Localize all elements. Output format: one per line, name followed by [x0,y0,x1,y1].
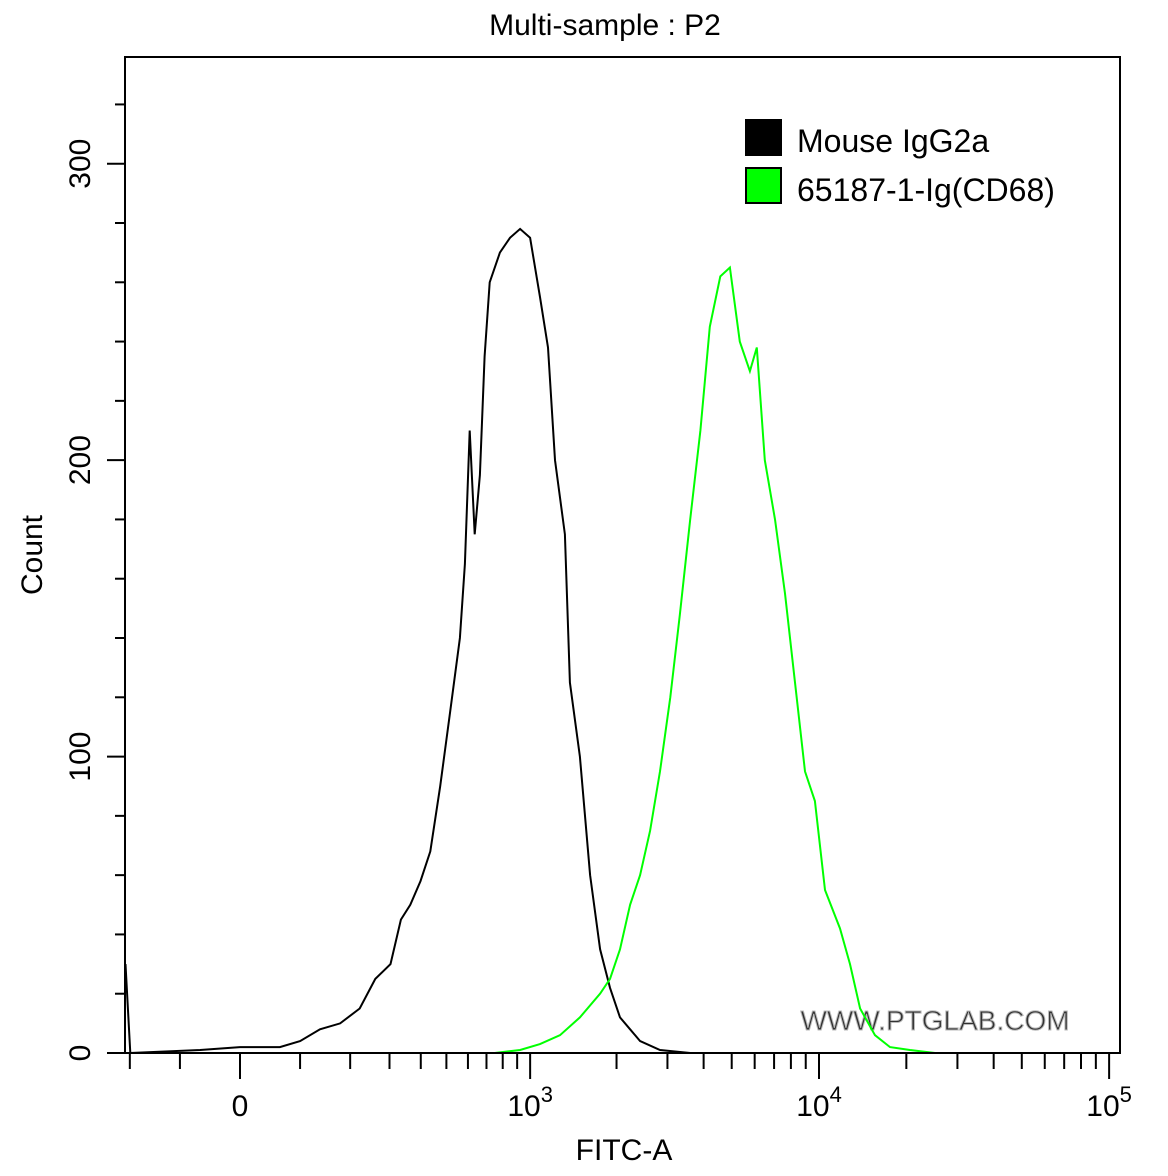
legend: Mouse IgG2a 65187-1-Ig(CD68) [745,119,1055,208]
legend-label: 65187-1-Ig(CD68) [797,172,1055,208]
y-axis-label: Count [16,514,49,595]
watermark: WWW.PTGLAB.COM [800,1005,1069,1036]
y-tick-label: 300 [64,139,97,189]
x-tick-exponent: 3 [541,1082,553,1107]
x-tick-label: 0 [232,1090,249,1123]
x-tick-label: 103 [507,1082,553,1123]
legend-label: Mouse IgG2a [797,123,989,159]
series-line-1 [494,265,936,1054]
plot-frame [124,56,1121,1054]
x-tick-exponent: 4 [830,1082,842,1107]
x-tick-label: 104 [796,1082,842,1123]
series-line-0 [124,227,691,1055]
x-axis-label: FITC-A [576,1134,673,1167]
y-tick-label: 200 [64,435,97,485]
legend-swatch-cd68 [745,167,782,204]
x-tick-label: 105 [1086,1082,1132,1123]
y-tick-label: 0 [64,1045,97,1062]
legend-swatch-mouse-igg2a [745,119,782,156]
x-tick-exponent: 5 [1120,1082,1132,1107]
y-tick-label: 100 [64,732,97,782]
chart-title: Multi-sample : P2 [489,9,721,42]
